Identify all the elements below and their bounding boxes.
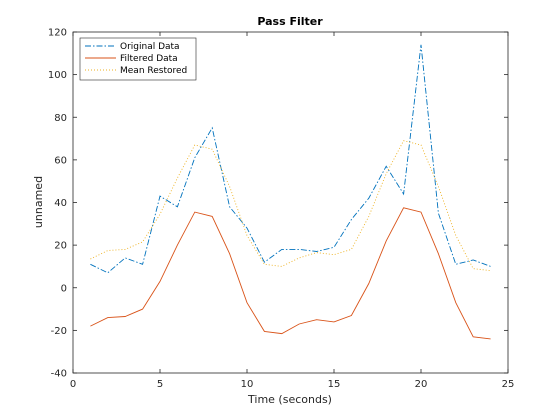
series-line-filtered-data [90,207,491,340]
x-axis: 0 5 10 15 20 25 [70,32,515,390]
y-tick-label: 60 [54,155,67,166]
y-tick-label: 80 [54,113,67,124]
chart-title: Pass Filter [257,15,323,28]
x-tick-label: 15 [328,379,341,390]
y-tick-label: 20 [54,241,67,252]
plot-area [73,32,508,373]
x-tick-label: 20 [415,379,428,390]
y-tick-label: 120 [48,28,67,39]
legend-entry: Filtered Data [120,54,178,64]
x-tick-label: 10 [241,379,254,390]
y-axis-label: unnamed [32,176,45,228]
y-tick-label: 0 [61,283,67,294]
y-tick-label: 100 [48,70,67,81]
series-line-original-data [90,44,491,274]
y-tick-label: -40 [51,369,67,380]
x-axis-label: Time (seconds) [247,393,332,406]
legend: Original Data Filtered Data Mean Restored [79,37,197,81]
y-tick-label: 40 [54,198,67,209]
legend-entry: Original Data [120,42,180,52]
series-layer [90,44,491,340]
legend-entry: Mean Restored [120,66,187,76]
x-tick-label: 5 [157,379,163,390]
y-tick-label: -20 [51,326,67,337]
x-tick-label: 0 [70,379,76,390]
y-axis: -40 -20 0 20 40 60 80 100 120 [48,28,508,380]
legend-box [79,37,197,81]
x-tick-label: 25 [502,379,515,390]
